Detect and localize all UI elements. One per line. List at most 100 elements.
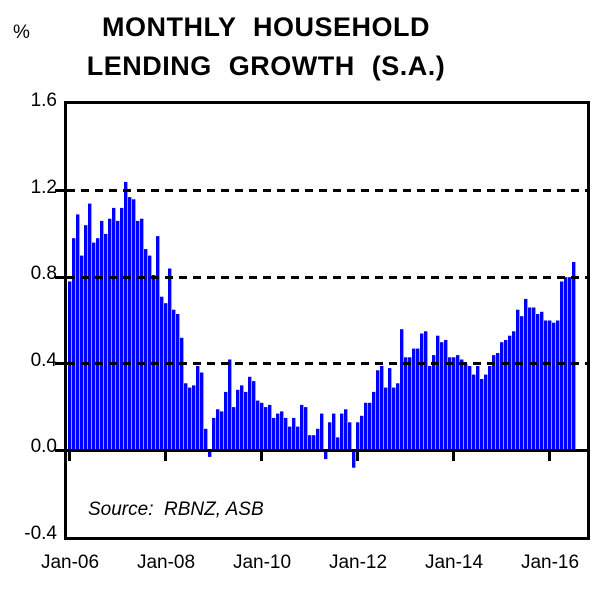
bar-Aug-06 [96,238,100,451]
bar-Oct-06 [104,233,108,451]
bar-Jun-10 [280,411,284,451]
bar-Apr-11 [320,413,324,451]
plot-area [64,101,590,540]
bar-Jan-13 [404,357,408,451]
bar-Jul-12 [380,366,384,451]
bar-Apr-12 [368,402,372,451]
bar-Dec-07 [160,296,164,451]
x-tick-label-Jan-16: Jan-16 [520,552,580,573]
bar-Apr-09 [224,391,228,451]
bar-May-08 [180,337,184,451]
y-tick-label-0.0: 0.0 [30,436,57,457]
bar-Nov-08 [204,428,208,451]
bar-Sep-12 [388,368,392,451]
y-tick-label--0.4: -0.4 [24,523,57,544]
bar-Jun-12 [376,370,380,451]
y-tick-mark-1.2 [55,189,64,192]
bar-Oct-12 [392,387,396,451]
bar-Sep-08 [196,366,200,451]
gridline-0.4 [67,362,587,365]
bar-Mar-10 [268,404,272,451]
bar-Sep-15 [532,307,536,451]
bar-Sep-11 [340,413,344,451]
bar-Oct-11 [344,409,348,451]
bar-May-07 [132,199,136,451]
x-tick-label-Jan-10: Jan-10 [232,552,292,573]
bar-Feb-16 [552,322,556,451]
bar-Feb-08 [168,268,172,451]
x-tick-mark-Jan-12 [356,452,359,461]
bar-Aug-12 [384,387,388,451]
chart-title: MONTHLY HOUSEHOLD LENDING GROWTH (S.A.) [0,8,532,86]
bar-Aug-14 [480,379,484,451]
bar-Mar-15 [508,335,512,451]
bar-Jun-08 [184,383,188,451]
bar-Feb-14 [456,355,460,451]
bar-Dec-14 [496,353,500,451]
bar-Jan-11 [308,435,312,451]
bar-Oct-14 [488,366,492,451]
bar-Jul-09 [236,389,240,451]
x-tick-label-Jan-06: Jan-06 [40,552,100,573]
bar-Mar-08 [172,309,176,451]
bar-Apr-16 [560,281,564,451]
bar-Aug-13 [432,355,436,451]
x-tick-mark-Jan-08 [164,452,167,461]
bar-Jul-08 [188,387,192,451]
bar-Sep-06 [100,220,104,451]
bar-Jul-14 [476,366,480,451]
bar-Aug-11 [336,437,340,451]
bar-Jan-10 [260,402,264,451]
bar-Nov-13 [444,340,448,451]
bar-Aug-08 [192,385,196,451]
x-tick-mark-Jan-10 [260,452,263,461]
bar-Feb-09 [216,409,220,451]
bar-Dec-10 [304,407,308,451]
bar-May-06 [84,225,88,451]
bar-Jan-07 [116,220,120,451]
bar-Feb-07 [120,207,124,451]
bar-Nov-12 [396,383,400,451]
bar-Oct-10 [296,426,300,451]
chart-title-line1: MONTHLY HOUSEHOLD [101,12,431,42]
bar-Mar-06 [76,214,80,451]
bar-Dec-09 [256,400,260,451]
bar-Dec-12 [400,329,404,451]
bar-Jan-08 [164,303,168,451]
bar-May-11 [324,450,328,460]
zero-axis-line [67,449,587,452]
bar-Feb-11 [312,435,316,451]
bar-Sep-09 [244,391,248,451]
bar-May-09 [228,359,232,451]
bar-Dec-13 [448,357,452,451]
bar-series [68,181,576,468]
bar-Apr-14 [464,363,468,451]
y-tick-mark-0.8 [55,276,64,279]
y-tick-label-0.4: 0.4 [30,350,57,371]
bar-Feb-06 [72,238,76,451]
bar-Jan-06 [68,281,72,451]
bar-Jan-12 [356,422,360,451]
bar-Jul-10 [284,417,288,451]
bar-May-12 [372,391,376,451]
bar-Jun-09 [232,407,236,451]
bar-Oct-08 [200,372,204,451]
bar-Apr-08 [176,314,180,451]
bar-Jul-15 [524,298,528,451]
chart-title-line2: LENDING GROWTH (S.A.) [86,51,446,81]
x-tick-mark-Jan-16 [548,452,551,461]
bar-Jun-14 [472,374,476,451]
bar-Mar-07 [124,181,128,451]
x-tick-mark-Jan-14 [452,452,455,461]
bar-Nov-10 [300,404,304,451]
bar-Mar-13 [412,348,416,451]
bar-Dec-08 [208,450,212,457]
bar-May-10 [276,413,280,451]
bar-Aug-07 [144,249,148,451]
x-tick-label-Jan-08: Jan-08 [136,552,196,573]
bar-Jan-16 [548,320,552,451]
bar-Mar-11 [316,428,320,451]
bar-Aug-10 [288,426,292,451]
y-axis-unit-label: % [13,22,30,43]
bar-Nov-14 [492,355,496,451]
